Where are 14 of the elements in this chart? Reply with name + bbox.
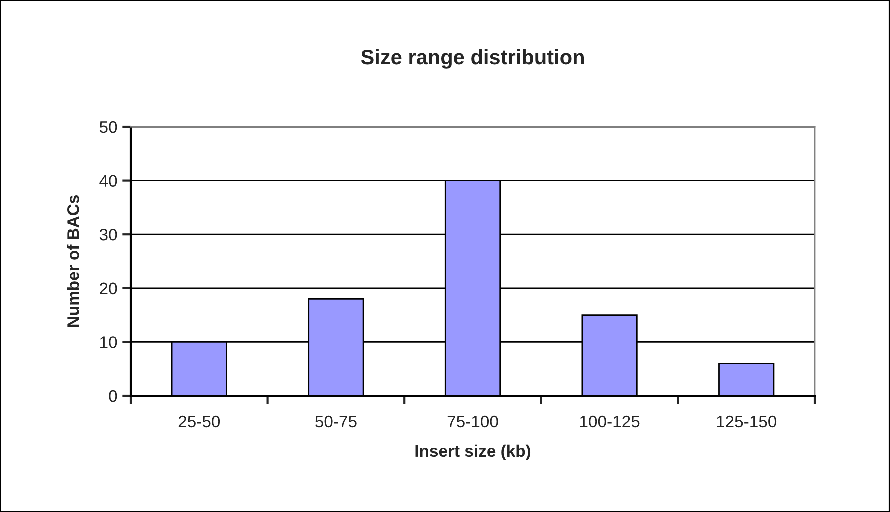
y-tick-label: 10 [100, 336, 118, 348]
x-tick-label: 125-150 [717, 416, 777, 428]
x-tick-label: 50-75 [316, 416, 357, 428]
x-axis-title: Insert size (kb) [416, 444, 531, 460]
y-tick-label: 40 [100, 175, 118, 188]
x-tick-label: 75-100 [448, 416, 498, 428]
x-tick-label: 25-50 [178, 416, 220, 428]
y-axis-title: Number of BACs [67, 196, 80, 328]
y-tick-label: 20 [100, 282, 118, 295]
chart-title: Size range distribution [361, 49, 584, 69]
y-tick-label: 50 [100, 121, 118, 134]
y-tick-label: 0 [109, 390, 118, 402]
y-tick-label: 30 [100, 229, 118, 241]
x-tick-label: 100-125 [580, 416, 640, 428]
